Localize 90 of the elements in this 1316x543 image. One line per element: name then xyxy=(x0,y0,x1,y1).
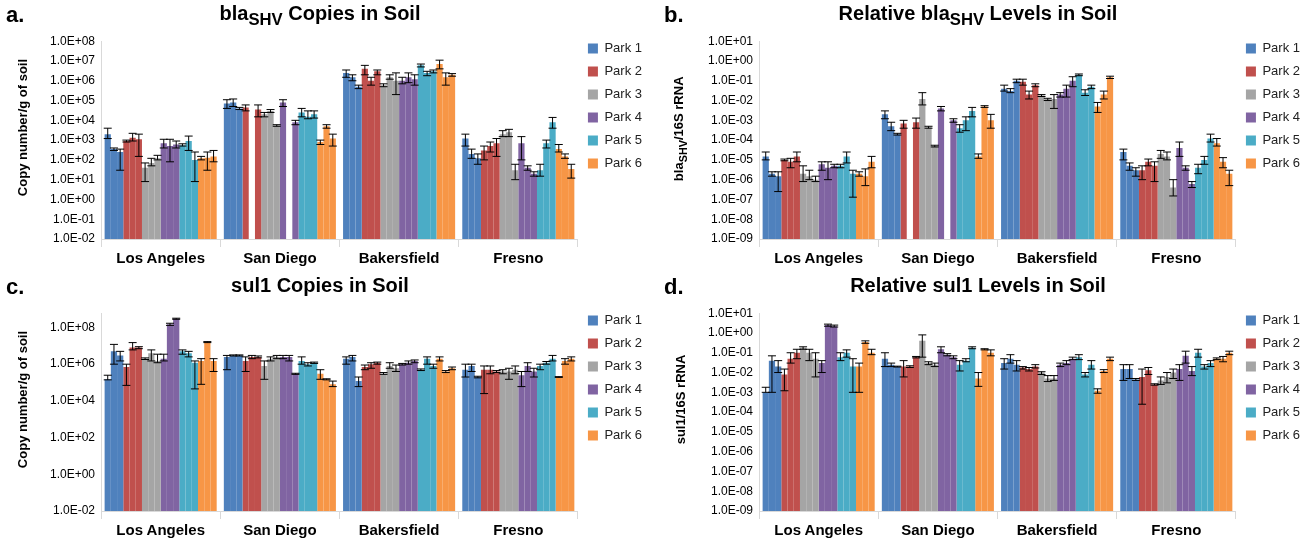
legend-label: Park 1 xyxy=(604,312,643,328)
y-tick-label: 1.0E+00 xyxy=(707,53,754,68)
legend-label: Park 5 xyxy=(604,404,643,420)
legend-label: Park 3 xyxy=(604,358,643,374)
x-tick-label: Los Angeles xyxy=(774,521,863,539)
legend-label: Park 4 xyxy=(604,109,643,125)
y-tick-label: 1.0E+01 xyxy=(707,305,754,320)
y-tick-label: 1.0E+08 xyxy=(49,319,96,334)
legend-label: Park 2 xyxy=(604,63,643,79)
y-tick-label: 1.0E-03 xyxy=(711,384,754,399)
y-axis-title: sul1/16S rRNA xyxy=(672,353,688,447)
y-tick-label: 1.0E+00 xyxy=(49,191,96,206)
legend-label: Park 1 xyxy=(1262,40,1301,56)
x-tick-label: San Diego xyxy=(243,249,317,267)
x-tick-label: Fresno xyxy=(1151,521,1202,539)
y-tick-label: 1.0E-02 xyxy=(53,503,96,518)
text: b. xyxy=(664,2,684,28)
y-tick-label: 1.0E-02 xyxy=(53,231,96,246)
y-tick-label: 1.0E+05 xyxy=(49,92,96,107)
chart-title: sul1 Copies in Soil xyxy=(230,274,410,297)
y-tick-label: 1.0E-04 xyxy=(711,132,754,147)
legend-label: Park 3 xyxy=(1262,86,1301,102)
y-axis-title: Copy number/g of soil xyxy=(14,57,30,199)
y-tick-label: 1.0E+01 xyxy=(707,33,754,48)
legend-label: Park 2 xyxy=(1262,335,1301,351)
x-tick-label: Los Angeles xyxy=(116,249,205,267)
x-tick-label: Fresno xyxy=(493,521,544,539)
y-tick-label: 1.0E-01 xyxy=(53,211,96,226)
y-tick-label: 1.0E+08 xyxy=(49,33,96,48)
legend-label: Park 2 xyxy=(1262,63,1301,79)
y-tick-label: 1.0E+07 xyxy=(49,53,96,68)
y-tick-label: 1.0E+06 xyxy=(49,73,96,88)
y-tick-label: 1.0E-07 xyxy=(711,191,754,206)
legend-label: Park 4 xyxy=(604,381,643,397)
chart-title: bla$_{SHV}$ Copies in Soil xyxy=(218,2,422,30)
legend-label: Park 1 xyxy=(604,40,643,56)
x-tick-label: San Diego xyxy=(901,521,975,539)
y-tick-label: 1.0E-02 xyxy=(711,364,754,379)
x-tick-label: Bakersfield xyxy=(358,521,440,539)
x-tick-label: Fresno xyxy=(493,249,544,267)
legend-label: Park 6 xyxy=(1262,427,1301,443)
x-tick-label: Los Angeles xyxy=(116,521,205,539)
text: d. xyxy=(664,274,684,300)
y-tick-label: 1.0E-06 xyxy=(711,171,754,186)
y-tick-label: 1.0E+04 xyxy=(49,393,96,408)
y-tick-label: 1.0E-05 xyxy=(711,152,754,167)
chart-title: Relative bla$_{SHV}$ Levels in Soil xyxy=(837,2,1119,30)
y-tick-label: 1.0E-06 xyxy=(711,443,754,458)
y-tick-label: 1.0E-08 xyxy=(711,483,754,498)
y-tick-label: 1.0E+00 xyxy=(49,466,96,481)
y-axis-title: Copy number/g of soil xyxy=(14,329,30,471)
y-tick-label: 1.0E+06 xyxy=(49,356,96,371)
y-tick-label: 1.0E-08 xyxy=(711,211,754,226)
y-tick-label: 1.0E-01 xyxy=(711,73,754,88)
y-tick-label: 1.0E+02 xyxy=(49,429,96,444)
legend-label: Park 5 xyxy=(1262,132,1301,148)
y-tick-label: 1.0E+00 xyxy=(707,325,754,340)
y-tick-label: 1.0E+04 xyxy=(49,112,96,127)
legend-label: Park 1 xyxy=(1262,312,1301,328)
text: a. xyxy=(6,2,25,28)
legend-label: Park 6 xyxy=(1262,155,1301,171)
y-tick-label: 1.0E+03 xyxy=(49,132,96,147)
x-tick-label: Bakersfield xyxy=(1016,521,1098,539)
legend-label: Park 6 xyxy=(604,427,643,443)
y-tick-label: 1.0E-04 xyxy=(711,404,754,419)
legend-label: Park 3 xyxy=(1262,358,1301,374)
y-tick-label: 1.0E-02 xyxy=(711,92,754,107)
chart-title: Relative sul1 Levels in Soil xyxy=(849,274,1107,297)
legend-label: Park 5 xyxy=(604,132,643,148)
y-tick-label: 1.0E-07 xyxy=(711,463,754,478)
x-tick-label: Bakersfield xyxy=(1016,249,1098,267)
legend-label: Park 4 xyxy=(1262,109,1301,125)
legend-label: Park 2 xyxy=(604,335,643,351)
legend-label: Park 3 xyxy=(604,86,643,102)
y-tick-label: 1.0E-09 xyxy=(711,503,754,518)
legend-label: Park 4 xyxy=(1262,381,1301,397)
y-tick-label: 1.0E-09 xyxy=(711,231,754,246)
y-tick-label: 1.0E+01 xyxy=(49,171,96,186)
x-tick-label: San Diego xyxy=(901,249,975,267)
y-tick-label: 1.0E-05 xyxy=(711,424,754,439)
x-tick-label: San Diego xyxy=(243,521,317,539)
x-tick-label: Bakersfield xyxy=(358,249,440,267)
x-tick-label: Fresno xyxy=(1151,249,1202,267)
text: c. xyxy=(6,274,25,300)
y-tick-label: 1.0E+02 xyxy=(49,152,96,167)
legend-label: Park 5 xyxy=(1262,404,1301,420)
y-tick-label: 1.0E-01 xyxy=(711,345,754,360)
x-tick-label: Los Angeles xyxy=(774,249,863,267)
y-tick-label: 1.0E-03 xyxy=(711,112,754,127)
legend-label: Park 6 xyxy=(604,155,643,171)
